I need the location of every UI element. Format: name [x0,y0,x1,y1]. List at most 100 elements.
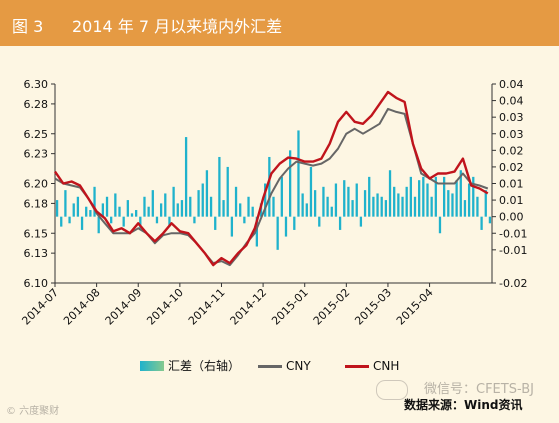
spread-bar [305,203,308,217]
spread-bar [80,216,84,230]
spread-bar [388,170,392,217]
x-axis-tick-label: 2014-08 [61,286,103,328]
chart-title: 2014 年 7 月以来境内外汇差 [72,17,283,36]
spread-bar [451,193,454,217]
spread-bar [326,196,329,217]
spread-swatch [140,361,164,371]
legend-label-cny: CNY [286,359,311,373]
spread-bar [126,200,129,217]
right-axis-tick-label: 0.01 [499,178,524,191]
spread-bar [343,180,346,217]
spread-bar [209,196,213,217]
spread-bar [363,190,367,217]
spread-bar [455,180,458,217]
spread-bar [255,216,258,247]
figure-label: 图 3 [12,17,44,36]
spread-bar [234,186,238,217]
spread-bar [376,193,379,217]
spread-bar [409,176,412,217]
left-axis-tick-label: 6.18 [24,197,49,210]
spread-bar [401,196,404,217]
spread-bar [297,130,300,217]
spread-bar [164,193,167,217]
spread-bar [118,206,121,217]
spread-bar [243,216,246,224]
x-axis-tick-label: 2015-04 [394,286,436,328]
spread-bar [268,156,271,217]
spread-bar [139,216,142,230]
spread-bar [110,216,113,224]
spread-bar [214,216,217,230]
spread-bar [130,213,134,217]
spread-bar [251,206,254,217]
spread-bar [280,176,283,217]
spread-bar [93,186,96,217]
left-axis-tick-label: 6.13 [24,247,49,260]
spread-bar [289,150,292,217]
spread-bar [484,190,487,217]
spread-bar [151,190,154,217]
right-axis-tick-label: 0.02 [499,161,524,174]
spread-bar [218,156,221,217]
x-axis-tick-label: 2014-12 [228,286,270,328]
spread-bar [205,170,209,217]
spread-bar [168,216,171,227]
spread-bar [114,193,117,217]
spread-bar [293,216,296,230]
left-axis-tick-label: 6.20 [24,178,49,191]
wechat-watermark: 微信号：CFETS-BJ [424,382,534,397]
spread-bar [184,137,188,217]
spread-bar [85,206,88,217]
spread-bar [247,196,250,217]
spread-bar [176,203,179,217]
right-axis-tick-label: 0.04 [499,78,524,91]
spread-bar [355,183,358,217]
spread-bar [193,216,196,224]
cnh-swatch [345,365,369,368]
cnh-line [54,90,489,267]
spread-bar [276,216,279,250]
spread-bar [434,176,437,217]
spread-bar [442,176,446,217]
left-axis-tick-label: 6.28 [24,98,49,111]
right-axis-tick-label: 0.03 [499,128,524,141]
spread-bar [351,200,354,217]
x-axis-tick-label: 2014-07 [19,286,61,328]
spread-bar [330,206,333,217]
spread-bar [64,190,67,217]
spread-bar [97,216,100,234]
spread-bar [318,216,321,227]
spread-bar [405,186,408,217]
spread-bar [222,200,225,217]
spread-bar [380,196,383,217]
spread-bar [147,206,150,217]
spread-bar [143,196,146,217]
x-axis-tick-label: 2014-09 [103,286,145,328]
wechat-watermark-icon [376,380,408,400]
spread-bar [264,183,267,217]
spread-bar [309,166,313,217]
spread-bar [372,196,375,217]
spread-bar [72,203,75,217]
spread-bar [413,196,417,217]
spread-bar [397,193,400,217]
legend-label-spread: 汇差（右轴） [168,359,241,373]
right-axis-tick-label: 0.00 [499,211,524,224]
right-axis-tick-label: -0.01 [499,244,527,257]
spread-bar [472,176,475,217]
x-axis-tick-label: 2014-10 [144,286,186,328]
spread-bar [101,203,105,217]
chart-plot: 6.10 6.13 6.15 6.18 6.20 6.23 6.25 6.28 6.30 -0.0… [19,78,527,328]
corner-watermark: © 六度聚财 [6,406,60,417]
left-axis-tick-label: 6.25 [24,128,49,141]
left-axis-tick-label: 6.30 [24,78,49,91]
spread-bar [368,176,371,217]
left-axis-tick-label: 6.15 [24,227,49,240]
spread-bar [159,203,163,217]
spread-bar [426,183,429,217]
legend-label-cnh: CNH [373,359,400,373]
spread-bar [480,216,483,230]
spread-bar [122,216,125,227]
spread-bar [393,186,396,217]
right-axis-tick-label: 0.04 [499,95,524,108]
